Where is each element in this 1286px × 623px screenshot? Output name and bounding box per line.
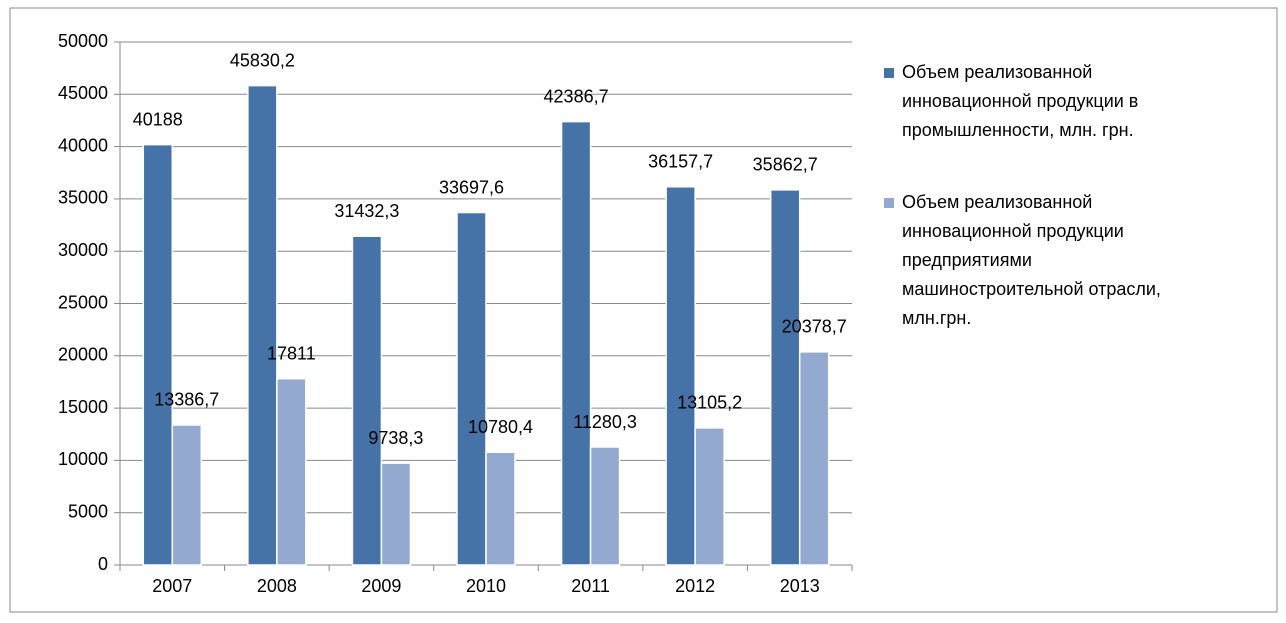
value-label: 35862,7 [753,155,818,175]
value-label: 45830,2 [230,50,295,70]
bar [589,446,621,566]
x-tick-label: 2012 [675,576,715,596]
value-label: 10780,4 [468,417,533,437]
chart-border [9,7,1278,613]
value-label: 31432,3 [334,201,399,221]
bar [380,462,412,566]
bar [142,143,174,566]
y-tick-label: 10000 [58,449,108,469]
bar [694,427,725,566]
x-tick-label: 2011 [571,576,610,596]
y-tick-label: 40000 [58,135,108,155]
value-label: 33697,6 [439,177,504,197]
x-tick-label: 2009 [361,576,401,596]
y-tick-label: 25000 [58,292,108,312]
bar [456,211,487,566]
x-tick-label: 2013 [780,576,820,596]
value-label: 40188 [133,109,183,129]
legend-label: Объем реализованной инновационной продук… [902,192,1161,328]
bar [276,377,307,566]
x-tick-label: 2010 [466,576,506,596]
value-label: 9738,3 [368,428,423,448]
bar [665,186,696,566]
y-tick-label: 45000 [58,83,108,103]
y-tick-label: 20000 [58,345,108,365]
legend-swatch [884,68,894,78]
y-tick-label: 0 [98,554,108,574]
value-label: 42386,7 [544,86,609,106]
y-tick-label: 35000 [58,188,108,208]
bar [485,451,516,566]
y-tick-label: 30000 [58,240,108,260]
y-tick-label: 50000 [58,31,108,51]
value-label: 36157,7 [648,152,713,172]
x-tick-label: 2007 [152,576,192,596]
legend-swatch [884,198,894,208]
x-tick-label: 2008 [257,576,297,596]
bar [247,84,278,566]
bar [769,189,801,566]
value-label: 20378,7 [782,317,847,337]
y-tick-label: 5000 [68,501,108,521]
value-label: 13105,2 [677,393,742,413]
bar [351,235,383,566]
value-label: 13386,7 [154,390,219,410]
y-tick-label: 15000 [58,397,108,417]
bar [560,120,592,566]
bar [171,424,203,566]
legend-label: Объем реализованной инновационной продук… [902,62,1139,140]
value-label: 11280,3 [573,412,637,432]
bar [798,351,830,566]
value-label: 17811 [267,343,316,363]
